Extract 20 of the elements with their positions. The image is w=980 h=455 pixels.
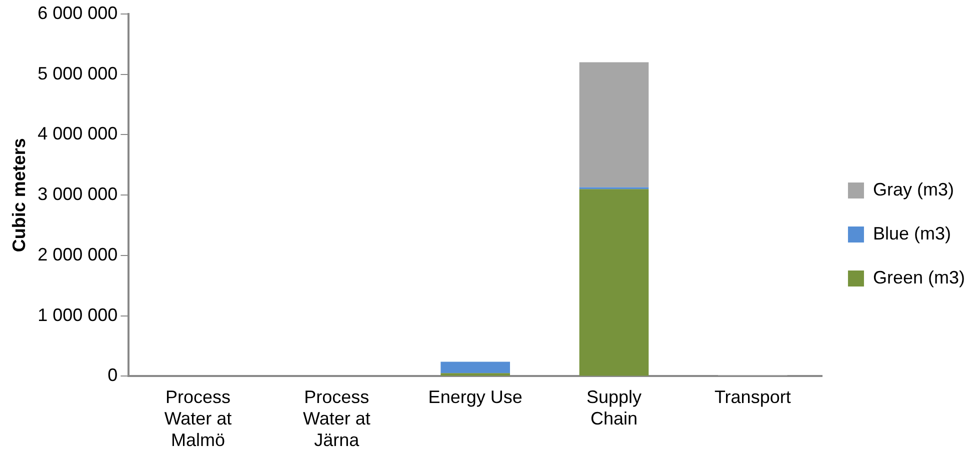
- x-tick-label: Supply Chain: [586, 386, 642, 429]
- x-tick-label: Transport: [714, 386, 791, 407]
- legend-label: Green (m3): [872, 267, 966, 288]
- bar: [579, 62, 649, 188]
- x-tick-label: Process Water at Malmö: [164, 386, 232, 450]
- y-tick-label: 3 000 000: [38, 184, 118, 204]
- x-tick-label: Process Water at Järna: [302, 386, 370, 450]
- legend-label: Blue (m3): [872, 223, 952, 244]
- y-tick-label: 2 000 000: [38, 244, 118, 264]
- y-tick-label: 5 000 000: [38, 63, 118, 84]
- y-tick-label: 0: [108, 365, 118, 386]
- bar: [579, 189, 649, 376]
- bar: [440, 362, 510, 374]
- bar: [440, 373, 510, 376]
- y-tick-label: 4 000 000: [38, 124, 118, 144]
- y-axis-title: Cubic meters: [8, 138, 29, 252]
- y-tick-label: 6 000 000: [38, 2, 118, 23]
- y-tick-label: 1 000 000: [38, 304, 118, 325]
- legend-label: Gray (m3): [872, 179, 954, 200]
- x-tick-label: Energy Use: [428, 386, 522, 407]
